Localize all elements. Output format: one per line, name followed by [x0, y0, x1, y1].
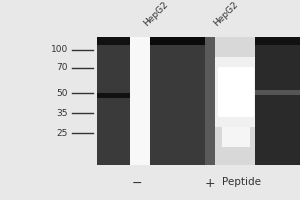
Text: 25: 25: [57, 129, 68, 138]
Text: HepG2: HepG2: [142, 0, 170, 28]
Text: HepG2: HepG2: [212, 0, 240, 28]
Text: +: +: [205, 177, 215, 190]
Bar: [130, 37, 150, 165]
Bar: [255, 37, 300, 45]
Bar: [97, 37, 300, 165]
Text: 100: 100: [51, 46, 68, 54]
Text: Peptide: Peptide: [222, 177, 261, 187]
Text: −: −: [132, 177, 142, 190]
Bar: [215, 57, 255, 127]
Text: 50: 50: [56, 88, 68, 98]
Bar: [97, 37, 130, 45]
Text: 70: 70: [56, 64, 68, 72]
Bar: [97, 37, 130, 165]
Bar: [222, 127, 250, 147]
Bar: [150, 37, 205, 45]
Bar: [255, 90, 300, 95]
Bar: [255, 37, 300, 165]
Bar: [150, 37, 205, 165]
Bar: [218, 67, 254, 117]
Bar: [215, 37, 255, 165]
Text: 35: 35: [56, 108, 68, 117]
Bar: [130, 37, 150, 165]
Bar: [205, 37, 217, 165]
Bar: [97, 93, 130, 98]
